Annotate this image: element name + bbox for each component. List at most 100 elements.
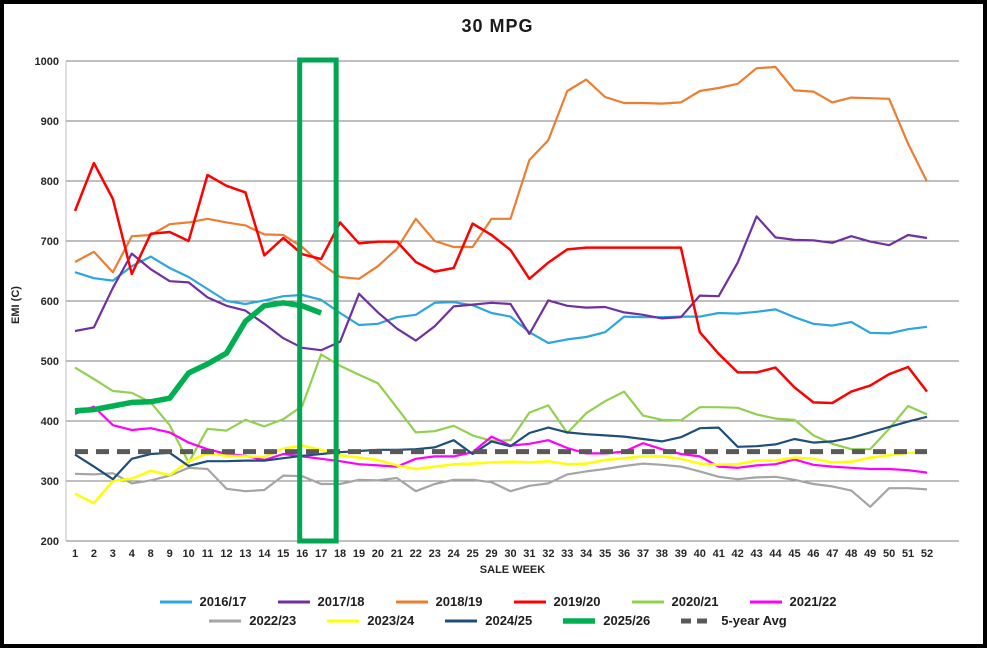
- y-tick-label: 800: [41, 176, 59, 188]
- series-line-2022-23: [74, 462, 928, 508]
- legend-line-swatch: [681, 618, 714, 623]
- x-tick-label: 11: [202, 548, 214, 560]
- legend-line-swatch: [327, 619, 360, 622]
- legend-line-swatch: [563, 617, 596, 624]
- x-tick-label: 20: [372, 548, 384, 560]
- x-tick-label: 32: [542, 548, 554, 560]
- x-tick-label: 17: [315, 548, 327, 560]
- x-tick-label: 23: [429, 548, 441, 560]
- legend-item-2018-19: 2018/19: [395, 594, 483, 609]
- legend-line-swatch: [277, 600, 310, 603]
- x-tick-label: 9: [167, 548, 173, 560]
- legend-label: 2016/17: [199, 594, 247, 609]
- legend-item-2021-22: 2021/22: [749, 594, 837, 609]
- legend-item-2017-18: 2017/18: [277, 594, 365, 609]
- x-tick-label: 45: [788, 548, 800, 560]
- legend-item-5-year-avg: 5-year Avg: [680, 613, 787, 628]
- x-tick-label: 42: [732, 548, 744, 560]
- legend-line-swatch: [395, 600, 428, 603]
- legend-line-swatch: [445, 619, 478, 622]
- x-tick-label: 3: [110, 548, 116, 560]
- series-line-2023-24: [74, 444, 928, 505]
- y-tick-label: 1000: [35, 56, 59, 68]
- legend-label: 2017/18: [317, 594, 365, 609]
- legend-label: 2022/23: [249, 613, 297, 628]
- x-tick-label: 33: [561, 548, 573, 560]
- x-tick-label: 12: [220, 548, 232, 560]
- legend-item-2019-20: 2019/20: [513, 594, 601, 609]
- x-tick-label: 47: [826, 548, 838, 560]
- legend-line-swatch: [749, 600, 782, 603]
- x-tick-label: 19: [353, 548, 365, 560]
- x-tick-label: 4: [129, 548, 136, 560]
- x-tick-label: 10: [182, 548, 194, 560]
- chart-legend: 2016/17 2017/18 2018/19 2019/20 2020/21 2021/…: [4, 594, 983, 628]
- legend-label: 2019/20: [553, 594, 601, 609]
- legend-label: 2020/21: [671, 594, 719, 609]
- x-tick-label: 37: [637, 548, 649, 560]
- legend-line-swatch: [513, 600, 546, 603]
- x-tick-label: 36: [618, 548, 630, 560]
- x-tick-label: 24: [448, 548, 461, 560]
- legend-item-2025-26: 2025/26: [562, 613, 650, 628]
- y-tick-label: 300: [41, 476, 59, 488]
- legend-row-2: 2022/23 2023/24 2024/25 2025/26 5-year Avg: [208, 613, 787, 628]
- x-tick-label: 31: [523, 548, 535, 560]
- series-line-2021-22: [74, 405, 928, 474]
- legend-line-swatch: [209, 619, 242, 622]
- legend-item-2020-21: 2020/21: [631, 594, 719, 609]
- x-tick-label: 13: [239, 548, 251, 560]
- legend-item-2022-23: 2022/23: [208, 613, 296, 628]
- x-tick-label: 18: [334, 548, 346, 560]
- x-tick-label: 21: [391, 548, 403, 560]
- x-axis-title: SALE WEEK: [479, 564, 546, 576]
- y-tick-label: 500: [41, 356, 59, 368]
- x-tick-label: 43: [750, 548, 762, 560]
- legend-label: 2023/24: [367, 613, 415, 628]
- chart-title: 30 MPG: [461, 16, 534, 36]
- x-tick-label: 1: [72, 548, 78, 560]
- series-line-2020-21: [74, 353, 928, 464]
- legend-label: 2024/25: [485, 613, 533, 628]
- legend-label: 2021/22: [789, 594, 837, 609]
- x-tick-label: 50: [883, 548, 895, 560]
- series-line-2025-26: [74, 300, 323, 414]
- y-tick-label: 900: [41, 116, 59, 128]
- legend-line-swatch: [631, 600, 664, 603]
- legend-label: 5-year Avg: [721, 613, 787, 628]
- legend-item-2023-24: 2023/24: [326, 613, 414, 628]
- series-line-2017-18: [74, 215, 928, 352]
- x-tick-label: 29: [485, 548, 497, 560]
- x-tick-label: 40: [694, 548, 706, 560]
- x-tick-label: 22: [410, 548, 422, 560]
- x-tick-label: 44: [769, 548, 782, 560]
- x-tick-label: 38: [656, 548, 668, 560]
- highlight-box-weeks-16-17: [297, 57, 339, 544]
- x-tick-label: 30: [504, 548, 516, 560]
- x-tick-label: 25: [466, 548, 478, 560]
- series-line-2019-20: [73, 161, 928, 405]
- y-tick-label: 400: [41, 416, 59, 428]
- legend-item-2024-25: 2024/25: [444, 613, 532, 628]
- x-tick-label: 15: [277, 548, 289, 560]
- series-line-2018-19: [74, 65, 928, 280]
- legend-label: 2018/19: [435, 594, 483, 609]
- series-line-2016-17: [74, 255, 928, 345]
- x-tick-label: 8: [148, 548, 154, 560]
- x-tick-label: 46: [807, 548, 819, 560]
- legend-row-1: 2016/17 2017/18 2018/19 2019/20 2020/21 2021/…: [159, 594, 837, 609]
- legend-item-2016-17: 2016/17: [159, 594, 247, 609]
- legend-label: 2025/26: [603, 613, 651, 628]
- x-tick-label: 52: [921, 548, 933, 560]
- x-tick-label: 16: [296, 548, 308, 560]
- y-tick-label: 700: [41, 236, 59, 248]
- x-tick-label: 34: [580, 548, 593, 560]
- x-tick-label: 2: [91, 548, 97, 560]
- x-tick-label: 35: [599, 548, 611, 560]
- x-tick-label: 39: [675, 548, 687, 560]
- x-tick-label: 49: [864, 548, 876, 560]
- y-tick-label: 600: [41, 296, 59, 308]
- series-line-2024-25: [74, 415, 928, 481]
